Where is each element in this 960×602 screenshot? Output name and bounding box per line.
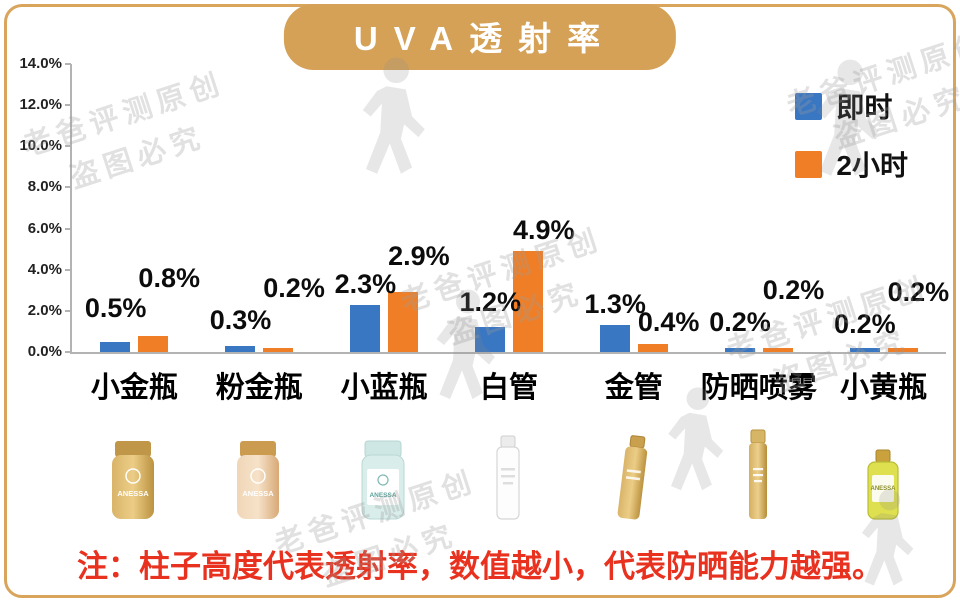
y-axis-tick-label: 14.0% (19, 55, 62, 72)
legend-swatch-blue (795, 92, 823, 120)
yellow-bottle-brand-text: ANESSA (871, 486, 897, 492)
product-cell-gold-bottle: ANESSA (70, 438, 195, 522)
bar-groups: 0.5% 0.8% 小金瓶 0.3% 0.2% 粉金瓶 2.3% 2.9% 小蓝瓶 1.2% 4.9… (72, 64, 949, 404)
legend-label-immediate: 即时 (836, 92, 893, 123)
bar-group-c4: 1.3% 0.4% 金管 (571, 64, 699, 404)
y-axis-tickmark (65, 227, 71, 230)
category-label-c6: 小黄瓶 (840, 372, 928, 404)
bar-s1-c3 (513, 251, 543, 352)
footnote: 注：柱子高度代表透射率，数值越小，代表防晒能力越强。 (77, 549, 883, 584)
value-label-s1-c0: 0.8% (138, 263, 200, 293)
bar-s0-c2 (350, 304, 381, 352)
y-axis: 14.0% 12.0% 10.0% 8.0% 6.0% 4.0% 2.0% 0.0% (19, 55, 946, 360)
bar-s0-c6 (849, 347, 880, 352)
legend-item-2hours: 2小时 (795, 144, 908, 184)
value-label-s0-c2: 2.3% (334, 269, 397, 299)
category-label-c1: 粉金瓶 (215, 372, 303, 404)
category-label-c4: 金管 (604, 372, 663, 404)
product-image-gold-bottle: ANESSA (111, 441, 154, 519)
value-label-s1-c2: 2.9% (388, 241, 450, 271)
bar-group-c1: 0.3% 0.2% 粉金瓶 (197, 64, 325, 404)
bar-s1-c1 (263, 347, 294, 352)
legend-swatch-orange (795, 150, 823, 178)
bar-s0-c4 (599, 325, 630, 352)
category-label-c0: 小金瓶 (90, 372, 178, 404)
y-axis-tickmark (65, 268, 71, 271)
bar-s1-c0 (138, 335, 169, 352)
blue-bottle-brand-text: ANESSA (369, 492, 396, 499)
product-cell-pink-gold-bottle: ANESSA (195, 438, 320, 522)
product-image-yellow-bottle: ANESSA (867, 449, 900, 520)
y-axis-tick-label: 0.0% (27, 343, 62, 360)
y-axis-tickmark (65, 63, 71, 65)
product-cell-blue-bottle: ANESSA (320, 438, 445, 522)
value-label-s0-c3: 1.2% (459, 287, 522, 317)
value-label-s0-c0: 0.5% (84, 293, 147, 323)
value-label-s1-c3: 4.9% (513, 215, 575, 245)
bar-group-c3: 1.2% 4.9% 白管 (447, 64, 575, 404)
value-label-s0-c5: 0.2% (709, 307, 771, 337)
gold-bottle-brand-text: ANESSA (117, 489, 149, 498)
category-label-c3: 白管 (480, 372, 539, 404)
legend: 即时 2小时 (795, 86, 908, 184)
bar-group-c5: 0.2% 0.2% 防晒喷雾 (696, 64, 825, 404)
value-label-s1-c6: 0.2% (887, 277, 950, 307)
y-axis-tick-label: 4.0% (27, 260, 62, 278)
y-axis-tick-label: 12.0% (19, 96, 62, 114)
legend-item-immediate: 即时 (795, 86, 908, 126)
bar-group-c6: 0.2% 0.2% 小黄瓶 (821, 64, 949, 404)
product-row: ANESSA ANESSA ANESSA (70, 408, 946, 522)
bar-s0-c0 (100, 341, 131, 352)
product-image-pink-gold-bottle: ANESSA (236, 441, 279, 519)
bar-group-c2: 2.3% 2.9% 小蓝瓶 (322, 64, 450, 404)
bar-s0-c1 (225, 345, 256, 352)
value-label-s1-c1: 0.2% (263, 273, 325, 303)
category-label-c2: 小蓝瓶 (340, 372, 428, 404)
product-cell-white-tube (445, 434, 570, 522)
y-axis-tick-label: 10.0% (19, 137, 62, 155)
value-label-s1-c5: 0.2% (762, 275, 825, 305)
y-axis-tick-label: 2.0% (27, 301, 62, 319)
y-axis-tick-label: 8.0% (27, 178, 62, 196)
y-axis-tickmark (65, 186, 71, 189)
legend-label-2hours: 2小时 (836, 150, 908, 181)
bar-s1-c4 (637, 343, 668, 352)
product-image-gold-spray (749, 429, 768, 519)
bar-s1-c2 (388, 292, 419, 352)
pink-bottle-brand-text: ANESSA (242, 489, 274, 498)
bar-s0-c3 (475, 327, 505, 352)
value-label-s1-c4: 0.4% (637, 307, 700, 337)
product-image-gold-tube (617, 435, 648, 520)
product-cell-gold-tube (571, 434, 696, 522)
bar-group-c0: 0.5% 0.8% 小金瓶 (72, 64, 200, 404)
y-axis-tickmark (65, 351, 71, 353)
value-label-s0-c4: 1.3% (584, 289, 646, 319)
value-label-s0-c1: 0.3% (209, 305, 272, 335)
product-image-white-tube (496, 435, 520, 520)
product-cell-gold-spray (696, 428, 821, 522)
y-axis-tickmark (65, 104, 71, 107)
bar-s0-c5 (724, 347, 755, 352)
chart-title: UVA透射率 (283, 4, 677, 70)
y-axis-tickmark (65, 145, 71, 148)
plot-area: 14.0% 12.0% 10.0% 8.0% 6.0% 4.0% 2.0% 0.0% 0.5%… (19, 55, 949, 404)
bar-s1-c6 (887, 347, 918, 352)
value-label-s0-c6: 0.2% (834, 309, 896, 339)
y-axis-tick-label: 6.0% (27, 219, 62, 237)
category-label-c5: 防晒喷雾 (700, 372, 817, 404)
product-image-blue-bottle: ANESSA (361, 440, 405, 520)
y-axis-tickmark (65, 309, 71, 312)
bar-s1-c5 (762, 347, 793, 352)
product-cell-yellow-bottle: ANESSA (821, 448, 946, 522)
